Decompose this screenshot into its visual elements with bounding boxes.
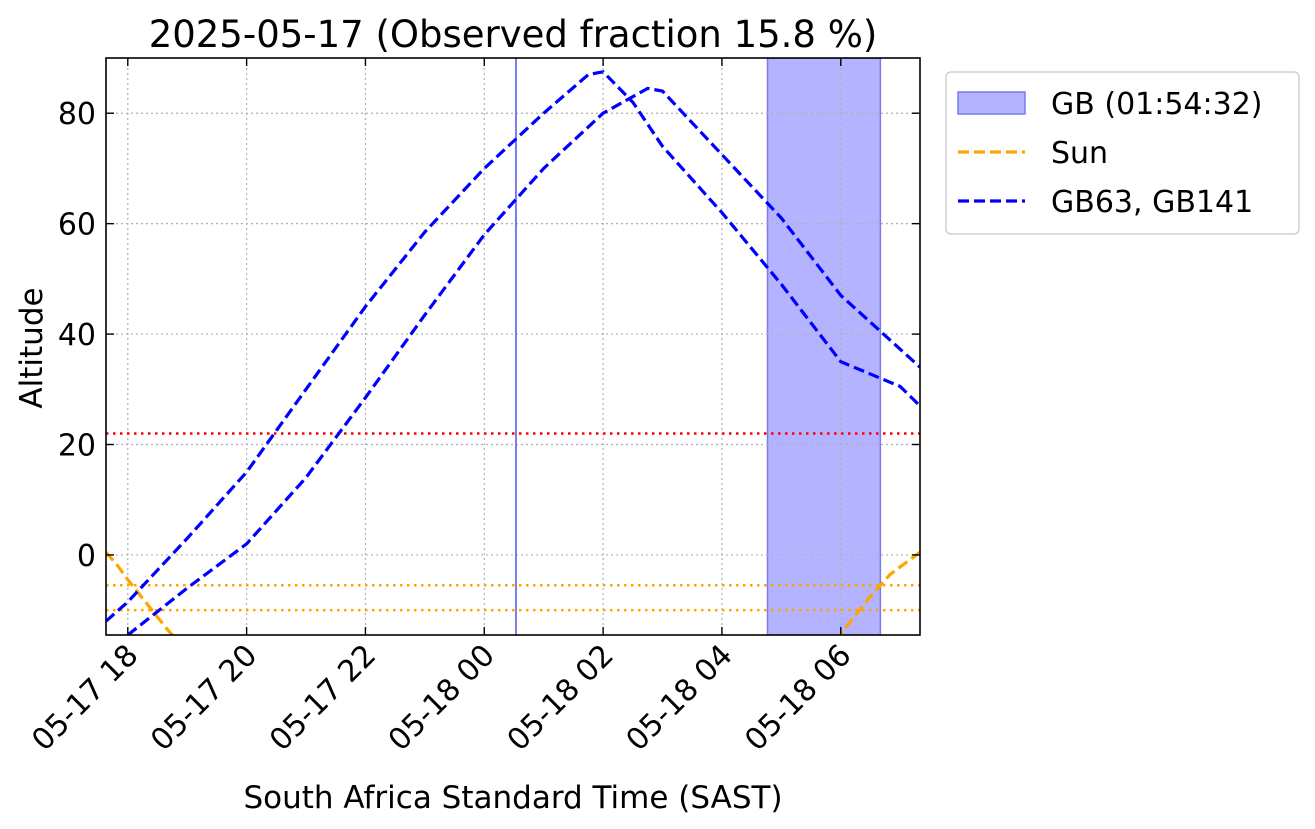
x-tick-label: 05-17 20 (144, 638, 264, 758)
legend-label: Sun (1051, 136, 1108, 171)
plot-clip-group (106, 58, 920, 635)
x-tick-label: 05-18 06 (738, 638, 858, 758)
target-altitude-line (126, 86, 920, 635)
x-tick-label: 05-18 02 (501, 638, 621, 758)
y-tick-label: 80 (58, 97, 96, 132)
x-tick-label: 05-17 22 (263, 638, 383, 758)
chart-title: 2025-05-17 (Observed fraction 15.8 %) (149, 13, 878, 56)
y-tick-label: 0 (77, 539, 96, 574)
legend-label: GB (01:54:32) (1051, 87, 1263, 122)
y-tick-label: 40 (58, 318, 96, 353)
sun-altitude-line (106, 551, 175, 635)
plot-frame (105, 57, 921, 636)
x-tick-label: 05-17 18 (25, 638, 145, 758)
target-altitude-line (106, 70, 920, 623)
observation-window-band (766, 58, 882, 635)
x-axis-label: South Africa Standard Time (SAST) (243, 780, 782, 816)
y-tick-label: 60 (58, 208, 96, 243)
legend-label: GB63, GB141 (1051, 185, 1253, 220)
legend: GB (01:54:32) Sun GB63, GB141 (945, 71, 1300, 235)
y-tick-label: 20 (58, 429, 96, 464)
legend-box (945, 71, 1300, 235)
sun-altitude-line (838, 550, 920, 635)
x-tick-label: 05-18 04 (619, 638, 739, 758)
y-axis-label: Altitude (14, 287, 50, 408)
legend-swatch-band (957, 91, 1026, 115)
x-tick-label: 05-18 00 (382, 638, 502, 758)
